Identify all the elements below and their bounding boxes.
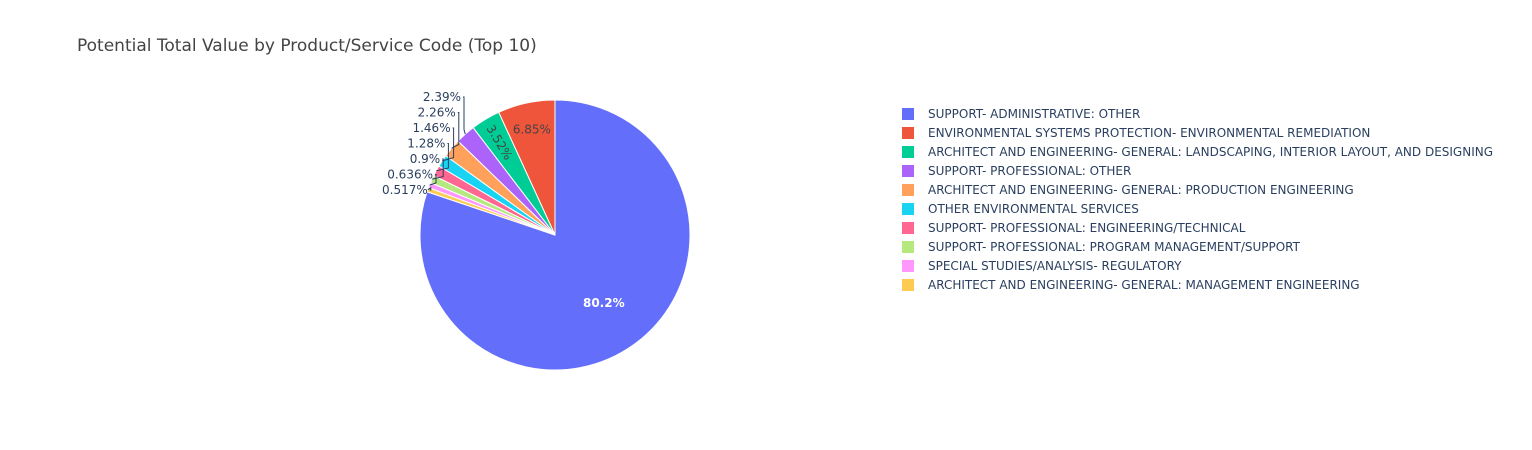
leader-line [427, 186, 432, 191]
pie-slices: 80.2%6.85%3.52% [419, 99, 691, 371]
legend-label: ARCHITECT AND ENGINEERING- GENERAL: PROD… [928, 183, 1354, 197]
leader-line [431, 158, 444, 180]
leader-line [463, 96, 466, 135]
slice-percent-label: 0.517% [382, 183, 428, 197]
legend-item[interactable]: SUPPORT- PROFESSIONAL: OTHER [902, 164, 1131, 178]
legend-swatch [902, 222, 914, 234]
legend-swatch [902, 146, 914, 158]
slice-percent-label: 1.28% [407, 137, 445, 151]
legend-swatch [902, 203, 914, 215]
legend-label: ENVIRONMENTAL SYSTEMS PROTECTION- ENVIRO… [928, 126, 1370, 140]
legend-item[interactable]: SUPPORT- ADMINISTRATIVE: OTHER [902, 107, 1140, 121]
legend-swatch [902, 279, 914, 291]
outside-slice-labels: 2.39% 2.26%1.46% 1.28%0.9% 0.636%0.517% [382, 90, 466, 197]
legend-swatch [902, 108, 914, 120]
legend-item[interactable]: SUPPORT- PROFESSIONAL: PROGRAM MANAGEMEN… [902, 240, 1301, 254]
legend-swatch [902, 241, 914, 253]
legend-item[interactable]: SUPPORT- PROFESSIONAL: ENGINEERING/TECHN… [902, 221, 1246, 235]
chart-title: Potential Total Value by Product/Service… [77, 36, 537, 56]
legend-swatch [902, 260, 914, 272]
slice-percent-label: 1.46% [412, 121, 450, 135]
leader-line [429, 174, 437, 186]
legend-label: SPECIAL STUDIES/ANALYSIS- REGULATORY [928, 259, 1182, 273]
legend-label: ARCHITECT AND ENGINEERING- GENERAL: MANA… [928, 278, 1360, 292]
slice-percent-label: 0.9% [410, 152, 441, 166]
legend-item[interactable]: SPECIAL STUDIES/ANALYSIS- REGULATORY [902, 259, 1182, 273]
legend-label: SUPPORT- ADMINISTRATIVE: OTHER [928, 107, 1140, 121]
legend-item[interactable]: ARCHITECT AND ENGINEERING- GENERAL: MANA… [902, 278, 1360, 292]
legend-label: ARCHITECT AND ENGINEERING- GENERAL: LAND… [928, 145, 1493, 159]
slice-percent-label: 0.636% [387, 168, 433, 182]
slice-percent-label: 80.2% [583, 296, 625, 310]
legend-swatch [902, 127, 914, 139]
slice-percent-label: 2.26% [418, 106, 456, 120]
slice-percent-label: 6.85% [513, 123, 551, 137]
legend-item[interactable]: ENVIRONMENTAL SYSTEMS PROTECTION- ENVIRO… [902, 126, 1370, 140]
legend-label: OTHER ENVIRONMENTAL SERVICES [928, 202, 1139, 216]
legend-swatch [902, 165, 914, 177]
legend-item[interactable]: ARCHITECT AND ENGINEERING- GENERAL: PROD… [902, 183, 1354, 197]
leader-line [436, 143, 449, 172]
legend-item[interactable]: ARCHITECT AND ENGINEERING- GENERAL: LAND… [902, 145, 1493, 159]
legend-item[interactable]: OTHER ENVIRONMENTAL SERVICES [902, 202, 1139, 216]
leader-line [451, 112, 460, 149]
legend[interactable]: SUPPORT- ADMINISTRATIVE: OTHER ENVIRONMEN… [902, 107, 1493, 292]
legend-label: SUPPORT- PROFESSIONAL: PROGRAM MANAGEMEN… [928, 240, 1301, 254]
slice-percent-label: 2.39% [423, 90, 461, 104]
legend-swatch [902, 184, 914, 196]
legend-label: SUPPORT- PROFESSIONAL: OTHER [928, 164, 1131, 178]
legend-label: SUPPORT- PROFESSIONAL: ENGINEERING/TECHN… [928, 221, 1246, 235]
